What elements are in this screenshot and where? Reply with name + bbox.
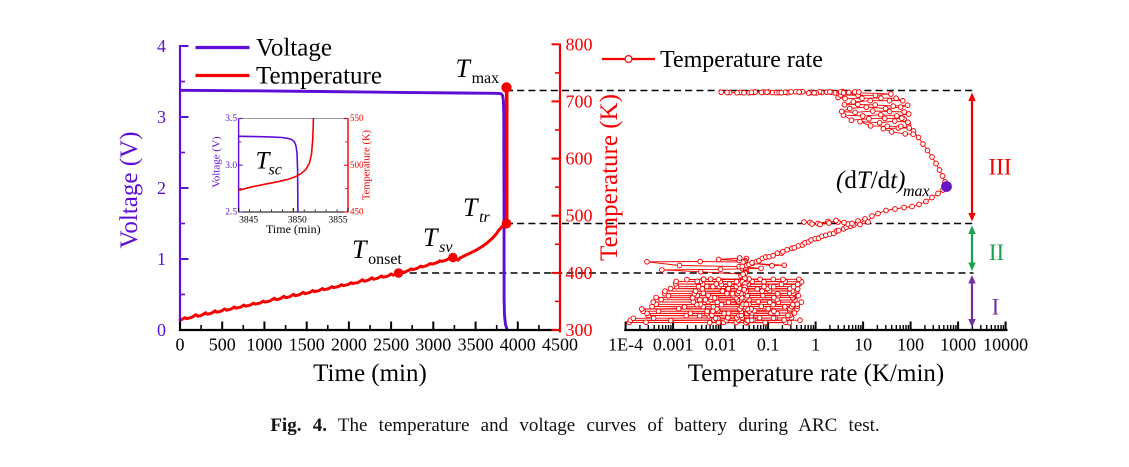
svg-text:450: 450 <box>350 207 364 217</box>
svg-text:3000: 3000 <box>415 335 451 355</box>
svg-text:3.0: 3.0 <box>225 161 237 171</box>
svg-text:10000: 10000 <box>983 335 1028 355</box>
svg-text:T: T <box>423 223 439 252</box>
svg-text:2: 2 <box>157 178 166 198</box>
svg-text:700: 700 <box>566 91 593 111</box>
svg-text:Temperature rate (K/min): Temperature rate (K/min) <box>688 360 944 387</box>
svg-text:Time (min): Time (min) <box>266 222 321 236</box>
svg-text:4: 4 <box>157 36 166 56</box>
svg-text:1E-4: 1E-4 <box>608 335 643 355</box>
svg-text:400: 400 <box>566 263 593 283</box>
svg-text:max: max <box>903 183 930 200</box>
svg-text:0.01: 0.01 <box>705 335 737 355</box>
svg-text:Fig. 4. The temperature and vo: Fig. 4. The temperature and voltage curv… <box>270 415 879 436</box>
svg-text:0: 0 <box>176 335 185 355</box>
svg-text:2.5: 2.5 <box>225 208 237 218</box>
svg-text:sv: sv <box>439 239 453 256</box>
svg-text:1: 1 <box>157 249 166 269</box>
svg-text:tr: tr <box>479 209 490 226</box>
svg-text:sc: sc <box>269 162 282 179</box>
svg-text:T: T <box>352 235 368 264</box>
svg-text:max: max <box>472 70 500 87</box>
svg-text:2500: 2500 <box>373 335 409 355</box>
svg-text:Voltage: Voltage <box>256 35 332 62</box>
svg-text:4000: 4000 <box>500 335 536 355</box>
svg-text:Temperature (K): Temperature (K) <box>362 129 373 200</box>
svg-text:Temperature rate: Temperature rate <box>660 47 823 73</box>
svg-text:Voltage (V): Voltage (V) <box>116 132 143 249</box>
svg-text:onset: onset <box>368 251 402 268</box>
svg-text:T: T <box>463 193 479 222</box>
svg-text:Time (min): Time (min) <box>313 360 427 387</box>
svg-text:(dT/dt): (dT/dt) <box>836 167 905 194</box>
svg-text:0: 0 <box>157 320 166 340</box>
svg-text:II: II <box>989 240 1004 265</box>
svg-text:3500: 3500 <box>458 335 494 355</box>
svg-text:100: 100 <box>897 335 924 355</box>
svg-text:4500: 4500 <box>542 335 578 355</box>
svg-text:Voltage (V): Voltage (V) <box>211 136 223 188</box>
svg-text:2000: 2000 <box>331 335 367 355</box>
svg-text:Temperature (K): Temperature (K) <box>596 94 623 261</box>
svg-text:1000: 1000 <box>940 335 976 355</box>
svg-text:I: I <box>992 295 1000 320</box>
svg-text:550: 550 <box>350 113 364 123</box>
svg-text:1000: 1000 <box>246 335 282 355</box>
svg-text:300: 300 <box>566 320 593 340</box>
svg-text:500: 500 <box>209 335 236 355</box>
svg-text:T: T <box>256 148 272 175</box>
svg-text:Temperature: Temperature <box>256 63 382 90</box>
svg-text:III: III <box>989 155 1012 180</box>
svg-text:500: 500 <box>350 160 364 170</box>
svg-text:3850: 3850 <box>288 216 307 226</box>
svg-text:3.5: 3.5 <box>225 114 237 124</box>
svg-text:3845: 3845 <box>239 216 258 226</box>
svg-text:10: 10 <box>854 335 872 355</box>
svg-text:600: 600 <box>566 149 593 169</box>
svg-text:3855: 3855 <box>329 216 348 226</box>
svg-text:500: 500 <box>566 206 593 226</box>
svg-text:T: T <box>456 54 472 83</box>
svg-text:0.1: 0.1 <box>757 335 780 355</box>
svg-text:1500: 1500 <box>289 335 325 355</box>
svg-text:800: 800 <box>566 34 593 54</box>
svg-text:3: 3 <box>157 107 166 127</box>
svg-text:0.001: 0.001 <box>653 335 694 355</box>
svg-text:1: 1 <box>811 335 820 355</box>
